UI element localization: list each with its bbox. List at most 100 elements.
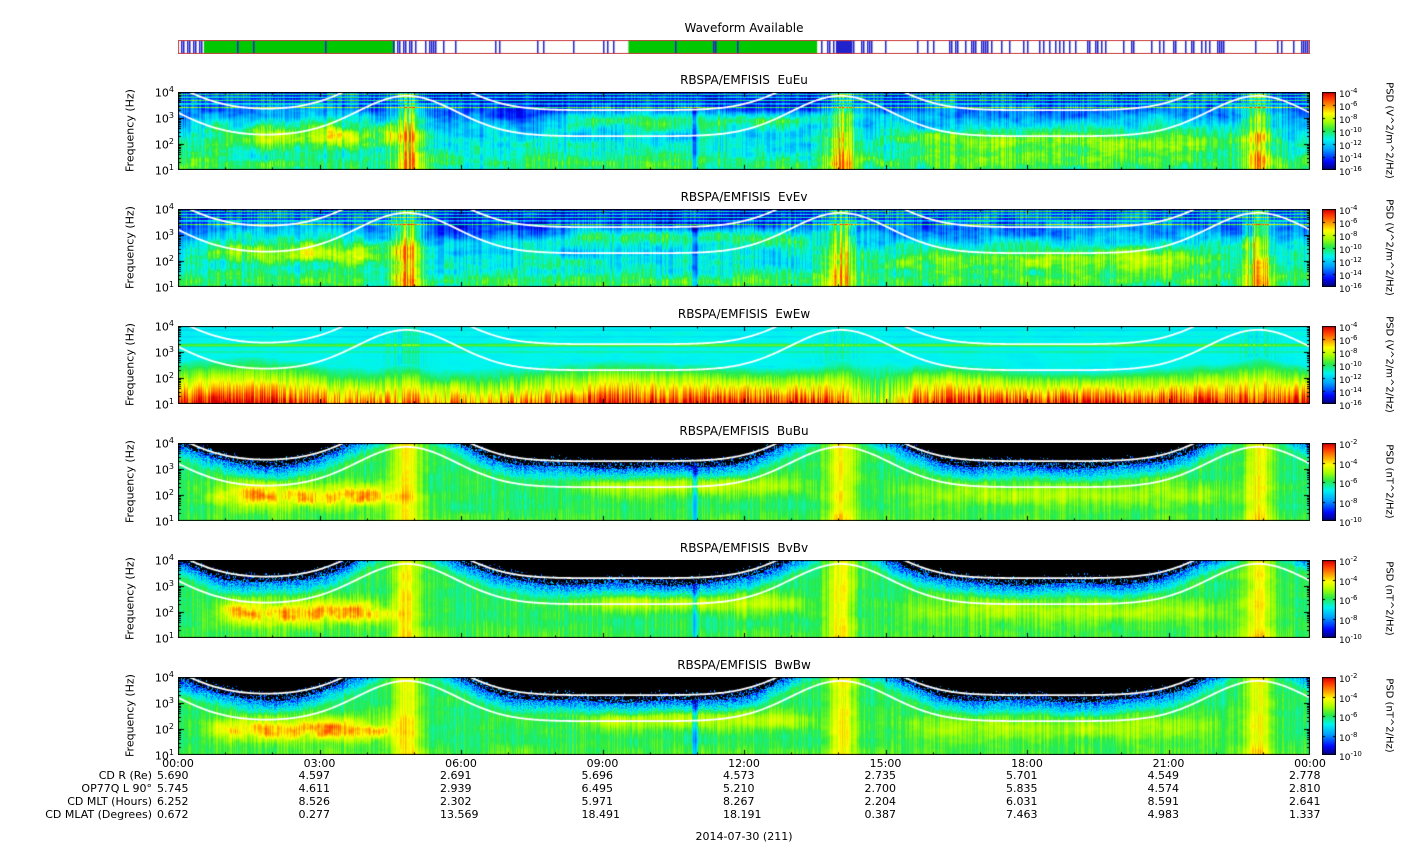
colorbar [1322,560,1336,638]
spectrogram-canvas [178,443,1310,521]
colorbar-tick-label: 10-14 [1339,386,1362,399]
ephemeris-value: 6.252 [157,795,189,808]
ephemeris-value: 8.526 [298,795,331,808]
colorbar [1322,326,1336,404]
colorbar-tick-label: 10-8 [1339,496,1358,510]
colorbar-unit-label: PSD (V^2/m^2/Hz) [1383,82,1395,179]
y-tick-label: 104 [154,436,174,451]
y-tick-label: 104 [154,319,174,334]
colorbar-tick-label: 10-6 [1339,711,1358,724]
colorbar-tick-label: 10-10 [1339,243,1362,256]
ephemeris-value: 2.778 [1289,769,1321,782]
colorbar [1322,209,1336,287]
y-tick-label: 101 [154,748,174,763]
y-tick-label: 103 [154,579,174,594]
spectrogram-canvas [178,92,1310,170]
ephemeris-value: 5.745 [157,782,189,795]
colorbar-tick-label: 10-4 [1339,574,1358,588]
ephemeris-value: 0.672 [157,808,189,821]
colorbar-unit-label: PSD (V^2/m^2/Hz) [1383,316,1395,413]
ephemeris-row-label: CD MLT (Hours) [67,795,152,808]
x-tick-label: 09:00 [586,757,619,770]
ephemeris-value: 4.574 [1147,782,1180,795]
x-tick-label: 21:00 [1152,757,1185,770]
ephemeris-value: 2.735 [864,769,897,782]
y-tick-label: 104 [154,202,174,217]
y-tick-label: 102 [154,488,174,503]
y-tick-label: 102 [154,137,174,152]
frequency-axis-label: Frequency (Hz) [123,323,137,406]
spectrogram-canvas [178,677,1310,755]
colorbar-tick-label: 10-2 [1339,672,1358,685]
y-tick-label: 103 [154,462,174,477]
ephemeris-value: 0.387 [864,808,897,821]
panel-title: RBSPA/EMFISIS BwBw [677,658,811,672]
colorbar-tick-label: 10-12 [1339,139,1362,152]
ephemeris-row-label: CD MLAT (Degrees) [45,808,152,821]
colorbar-tick-label: 10-6 [1339,594,1358,607]
colorbar-tick-label: 10-8 [1339,613,1358,627]
colorbar-tick-label: 10-12 [1339,256,1362,269]
colorbar-tick-label: 10-6 [1339,334,1358,347]
y-tick-label: 104 [154,670,174,685]
y-tick-label: 102 [154,371,174,386]
ephemeris-value: 6.031 [1006,795,1038,808]
colorbar-tick-label: 10-2 [1339,555,1358,568]
ephemeris-value: 5.701 [1006,769,1038,782]
colorbar-tick-label: 10-8 [1339,347,1358,360]
colorbar-tick-label: 10-10 [1339,750,1362,763]
colorbar [1322,443,1336,521]
x-tick-label: 00:00 [1294,757,1326,770]
colorbar-tick-label: 10-16 [1339,165,1362,178]
spectrogram-canvas [178,560,1310,638]
colorbar-tick-label: 10-10 [1339,360,1362,373]
colorbar-tick-label: 10-14 [1339,152,1362,165]
panel-title: RBSPA/EMFISIS EuEu [680,73,808,87]
frequency-axis-label: Frequency (Hz) [123,206,137,289]
panel-title: RBSPA/EMFISIS EvEv [680,190,808,204]
y-tick-label: 103 [154,345,174,360]
ephemeris-value: 5.971 [581,795,614,808]
x-tick-label: 18:00 [1011,757,1043,770]
y-tick-label: 102 [154,605,174,620]
y-tick-label: 102 [154,254,174,269]
ephemeris-value: 13.569 [440,808,479,821]
y-tick-label: 101 [154,514,174,529]
ephemeris-value: 2.204 [864,795,897,808]
colorbar-unit-label: PSD (nT^2/Hz) [1383,561,1395,636]
x-tick-label: 06:00 [445,757,477,770]
ephemeris-row-label: OP77Q L 90° [81,782,152,795]
ephemeris-value: 5.696 [581,769,614,782]
colorbar-tick-label: 10-2 [1339,438,1358,451]
ephemeris-value: 7.463 [1006,808,1038,821]
y-tick-label: 101 [154,163,174,178]
ephemeris-value: 0.277 [298,808,331,821]
x-tick-label: 03:00 [303,757,336,770]
ephemeris-value: 2.810 [1289,782,1321,795]
colorbar-tick-label: 10-4 [1339,204,1358,217]
y-tick-label: 102 [154,722,174,737]
colorbar-tick-label: 10-12 [1339,373,1362,386]
ephemeris-value: 4.573 [723,769,755,782]
colorbar-unit-label: PSD (nT^2/Hz) [1383,678,1395,753]
colorbar-tick-label: 10-6 [1339,477,1358,490]
y-tick-label: 101 [154,280,174,295]
frequency-axis-label: Frequency (Hz) [123,89,137,172]
frequency-axis-label: Frequency (Hz) [123,674,137,757]
x-tick-label: 00:00 [162,757,194,770]
ephemeris-value: 2.700 [864,782,897,795]
y-tick-label: 103 [154,111,174,126]
colorbar [1322,677,1336,755]
ephemeris-row-label: CD R (Re) [98,769,152,782]
y-tick-label: 104 [154,85,174,100]
colorbar-tick-label: 10-4 [1339,87,1358,100]
frequency-axis-label: Frequency (Hz) [123,557,137,640]
waveform-available-title: Waveform Available [684,21,804,35]
ephemeris-value: 2.939 [440,782,472,795]
ephemeris-value: 8.591 [1147,795,1180,808]
colorbar-unit-label: PSD (V^2/m^2/Hz) [1383,199,1395,296]
panel-title: RBSPA/EMFISIS EwEw [677,307,811,321]
ephemeris-value: 2.691 [440,769,472,782]
date-label: 2014-07-30 (211) [695,830,793,843]
colorbar-tick-label: 10-4 [1339,321,1358,334]
